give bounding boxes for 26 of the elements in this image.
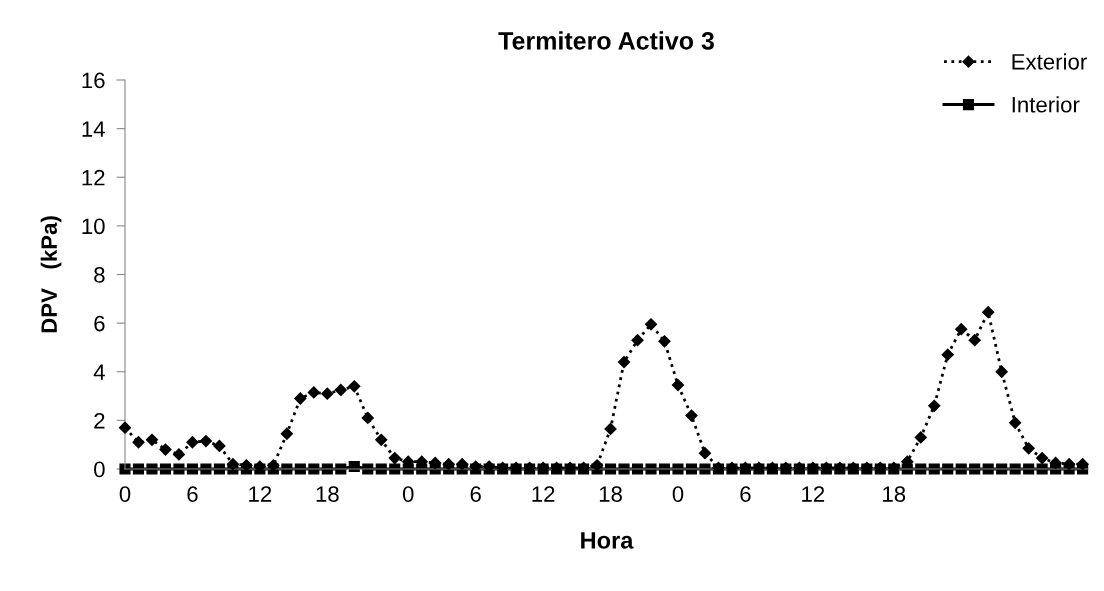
- x-tick-label: 12: [249, 486, 272, 502]
- y-tick-label: 16: [82, 72, 105, 89]
- y-tick-label: 14: [82, 121, 105, 137]
- y-tick-label: 2: [94, 412, 105, 429]
- x-tick-label: 18: [883, 486, 906, 502]
- legend-label: Interior: [1012, 96, 1080, 113]
- y-tick-label: 8: [94, 267, 105, 283]
- y-tick-label: 12: [82, 169, 105, 186]
- x-tick-label: 6: [740, 486, 751, 502]
- y-tick-label: 4: [93, 364, 105, 380]
- x-tick-label: 6: [470, 486, 481, 502]
- y-axis-title: DPV (kPa): [40, 216, 62, 333]
- x-axis-title: Hora: [581, 532, 634, 549]
- x-tick-label: 18: [316, 486, 339, 502]
- x-tick-label: 0: [672, 486, 684, 502]
- y-tick-label: 6: [94, 315, 105, 332]
- x-tick-label: 0: [119, 486, 131, 502]
- x-tick-label: 6: [187, 486, 198, 502]
- x-tick-label: 0: [402, 486, 414, 502]
- chart-title: Termitero Activo 3: [498, 31, 714, 50]
- x-tick-label: 12: [802, 486, 825, 502]
- x-tick-label: 12: [532, 486, 555, 502]
- legend-label: Exterior: [1012, 53, 1087, 70]
- y-tick-label: 10: [82, 218, 105, 235]
- x-tick-label: 18: [599, 486, 622, 502]
- y-tick-label: 0: [94, 461, 105, 478]
